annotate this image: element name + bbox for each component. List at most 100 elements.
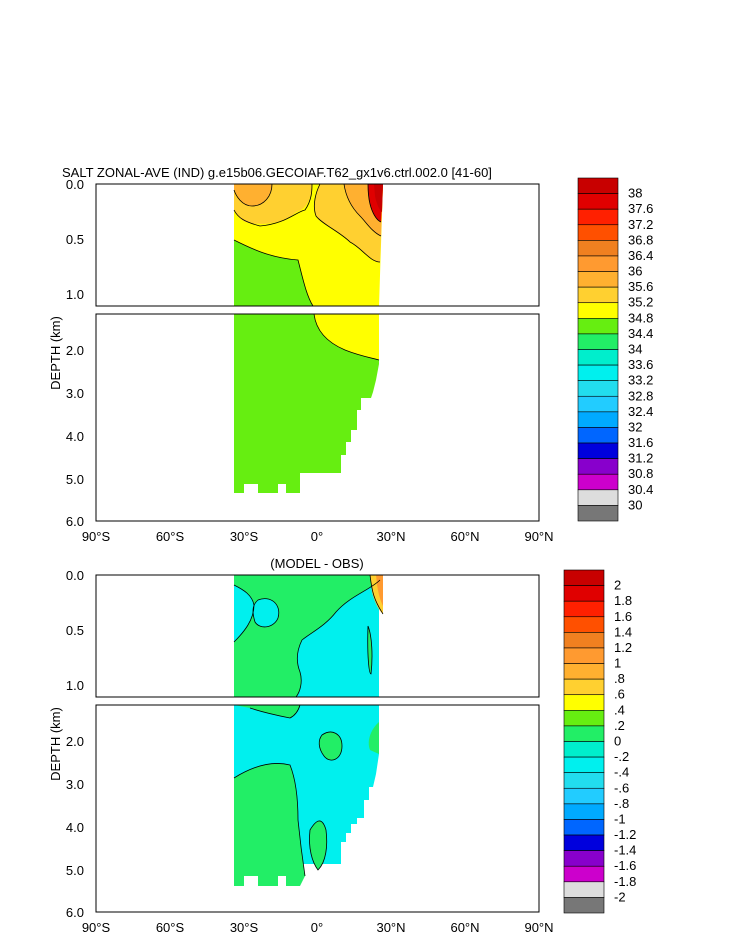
colorbar-label: 33.6 xyxy=(628,357,653,372)
colorbar-label: 37.2 xyxy=(628,217,653,232)
salt-colorbar xyxy=(577,177,619,522)
y-tick-label: 3.0 xyxy=(66,777,84,792)
colorbar-swatch xyxy=(563,710,605,727)
diff-positive-mid xyxy=(253,598,279,627)
colorbar-label: 1.4 xyxy=(614,624,632,639)
diff-contour-2 xyxy=(295,579,381,698)
colorbar-label: 1.2 xyxy=(614,640,632,655)
y-tick-label: 0.5 xyxy=(66,623,84,638)
colorbar-label: -.2 xyxy=(614,749,629,764)
diff-contour-4 xyxy=(367,625,373,675)
x-tick-label: 60°S xyxy=(156,920,185,935)
colorbar-swatch xyxy=(563,725,605,742)
plot-model-minus-obs: (MODEL - OBS) xyxy=(48,556,636,935)
colorbar-swatch xyxy=(563,756,605,773)
colorbar-label: 32 xyxy=(628,419,642,434)
salt-region-north-darkred xyxy=(374,184,383,212)
colorbar-label: .4 xyxy=(614,702,625,717)
colorbar-label: 31.2 xyxy=(628,451,653,466)
x-tick-label: 90°N xyxy=(524,920,553,935)
y-axis-label: DEPTH (km) xyxy=(48,316,63,390)
colorbar-label: -.8 xyxy=(614,796,629,811)
colorbar-swatch xyxy=(563,803,605,820)
colorbar-swatch xyxy=(577,395,619,413)
colorbar-swatch xyxy=(577,318,619,335)
salt-bottom-panel-frame xyxy=(95,313,540,522)
x-tick-label: 90°S xyxy=(82,529,111,544)
colorbar-label: 34.4 xyxy=(628,326,653,341)
diff-contour-6 xyxy=(233,763,306,877)
colorbar-swatch xyxy=(563,663,605,680)
colorbar-swatch xyxy=(563,678,605,696)
salt-top-panel-frame xyxy=(95,183,540,307)
x-tick-label: 30°S xyxy=(230,529,259,544)
colorbar-swatch xyxy=(563,787,605,805)
x-tick-label: 0° xyxy=(311,920,323,935)
colorbar-label: .8 xyxy=(614,671,625,686)
salt-contour-5 xyxy=(233,183,273,207)
diff-contour-3 xyxy=(252,598,280,628)
salt-y-ticks-top: 0.0 0.5 1.0 xyxy=(66,177,84,302)
colorbar-swatch xyxy=(577,286,619,304)
diff-positive-blob xyxy=(319,732,342,761)
salt-bottom-yellow xyxy=(314,314,379,360)
colorbar-swatch xyxy=(577,224,619,241)
colorbar-label: 36.4 xyxy=(628,248,653,263)
colorbar-label: 38 xyxy=(628,186,642,201)
y-tick-label: 3.0 xyxy=(66,386,84,401)
diff-bottom-panel-fills xyxy=(234,705,379,886)
colorbar-label: 30.4 xyxy=(628,482,653,497)
x-tick-label: 60°S xyxy=(156,529,185,544)
plot-salt-zonal: SALT ZONAL-AVE (IND) g.e15b06.GECOIAF.T6… xyxy=(48,165,653,544)
salt-colorbar-labels: 3837.637.236.836.43635.635.234.834.43433… xyxy=(628,186,653,513)
y-tick-label: 5.0 xyxy=(66,863,84,878)
y-axis-label: DEPTH (km) xyxy=(48,707,63,781)
colorbar-swatch xyxy=(563,865,605,883)
colorbar-label: 35.2 xyxy=(628,295,653,310)
colorbar-swatch xyxy=(577,505,619,522)
chart-title: (MODEL - OBS) xyxy=(270,556,363,571)
colorbar-swatch xyxy=(577,349,619,366)
colorbar-swatch xyxy=(577,458,619,475)
diff-x-ticks: 90°S 60°S 30°S 0° 30°N 60°N 90°N xyxy=(82,920,554,935)
y-tick-label: 0.0 xyxy=(66,177,84,192)
colorbar-swatch xyxy=(563,694,605,711)
colorbar-label: 32.8 xyxy=(628,388,653,403)
colorbar-label: -1.6 xyxy=(614,858,636,873)
colorbar-swatch xyxy=(563,647,605,664)
y-tick-label: 4.0 xyxy=(66,820,84,835)
diff-y-ticks-bottom: 2.0 3.0 4.0 5.0 6.0 xyxy=(66,734,84,920)
diff-contour-7 xyxy=(309,820,328,871)
diff-positive-upper xyxy=(234,705,300,718)
colorbar-swatch xyxy=(577,442,619,459)
diff-colorbar xyxy=(563,569,605,914)
salt-bottom-green xyxy=(234,314,379,493)
colorbar-label: -.6 xyxy=(614,780,629,795)
colorbar-label: 34.8 xyxy=(628,310,653,325)
salt-region-south-green xyxy=(234,240,313,306)
colorbar-label: 37.6 xyxy=(628,201,653,216)
colorbar-label: 36.8 xyxy=(628,232,653,247)
colorbar-label: -2 xyxy=(614,889,626,904)
colorbar-label: -1.8 xyxy=(614,874,636,889)
x-tick-label: 90°N xyxy=(524,529,553,544)
colorbar-label: 1 xyxy=(614,656,621,671)
colorbar-swatch xyxy=(563,632,605,649)
colorbar-label: -1.4 xyxy=(614,843,636,858)
x-tick-label: 0° xyxy=(311,529,323,544)
colorbar-label: -1.2 xyxy=(614,827,636,842)
colorbar-swatch xyxy=(577,208,619,226)
y-tick-label: 6.0 xyxy=(66,905,84,920)
diff-colorbar-labels: 21.81.61.41.21.8.6.4.20-.2-.4-.6-.8-1-1.… xyxy=(614,578,636,905)
salt-region-south-orange xyxy=(234,184,272,206)
diff-y-ticks-top: 0.0 0.5 1.0 xyxy=(66,568,84,693)
diff-top-panel-frame xyxy=(95,574,540,698)
diff-contour-5 xyxy=(369,574,384,615)
diff-positive-bottom xyxy=(234,763,305,886)
diff-orange-north xyxy=(376,575,383,606)
colorbar-swatch xyxy=(577,271,619,288)
salt-contour-2 xyxy=(313,313,380,361)
x-tick-label: 30°N xyxy=(376,920,405,935)
salt-contour-1 xyxy=(233,239,314,307)
salt-top-panel-fills xyxy=(234,184,383,306)
